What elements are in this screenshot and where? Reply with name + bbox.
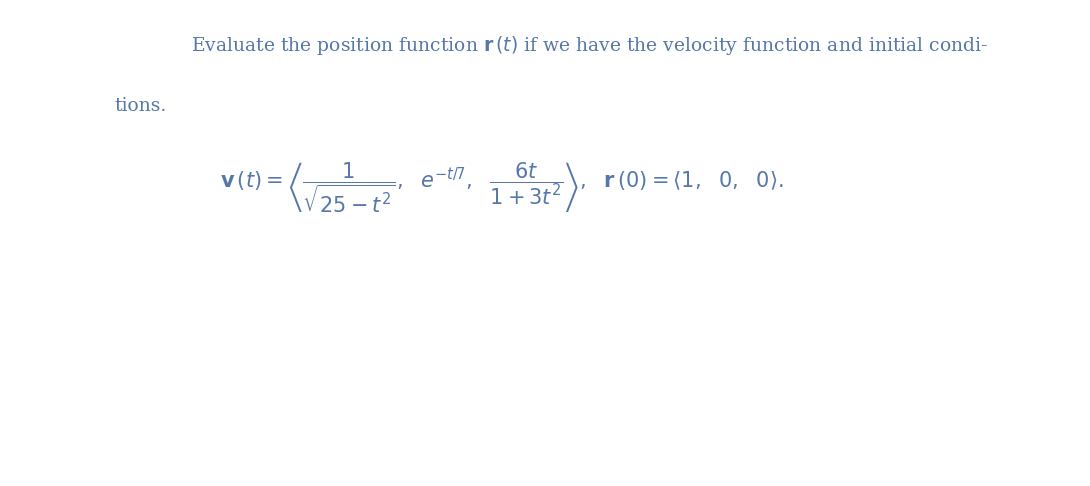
Text: $\mathbf{v}\,(t) = \left\langle \dfrac{1}{\sqrt{25-t^2}},\ \ e^{-t/7},\ \ \dfrac: $\mathbf{v}\,(t) = \left\langle \dfrac{1… [219,160,784,215]
Text: Evaluate the position function $\mathbf{r}\,(t)$ if we have the velocity functio: Evaluate the position function $\mathbf{… [191,34,989,57]
Text: tions.: tions. [114,97,167,115]
